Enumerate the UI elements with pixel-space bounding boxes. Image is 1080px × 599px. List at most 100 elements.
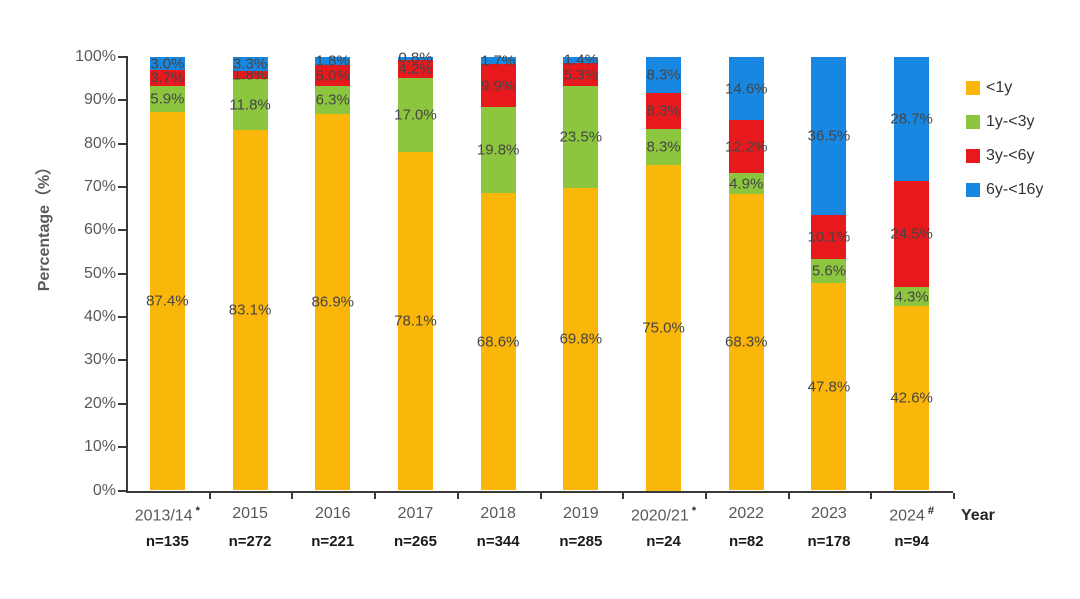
bar-segment-6y-<16y (480, 57, 516, 65)
segment-label: 14.6% (724, 80, 768, 98)
x-tick (953, 492, 955, 499)
legend-item: 1y-<3y (966, 114, 1034, 130)
bar-segment-6y-<16y (315, 57, 351, 65)
segment-label: 19.8% (476, 141, 520, 159)
segment-label: 10.1% (807, 228, 851, 246)
year-label: 2016 (314, 505, 351, 522)
y-axis-line (126, 56, 128, 492)
bar-segment-3y-<6y (397, 60, 433, 79)
bar-segment-<1y (397, 151, 433, 491)
bar-segment-6y-<16y (563, 57, 599, 64)
y-tick-label: 90% (83, 91, 116, 109)
x-tick (456, 492, 459, 499)
segment-label: 8.3% (646, 102, 681, 120)
legend-swatch (966, 183, 980, 197)
bar-segment-<1y (149, 111, 185, 491)
y-tick (118, 56, 126, 58)
segment-label: 3.7% (150, 69, 185, 87)
legend-label: <1y (986, 79, 1013, 96)
segment-label: 4.2% (398, 60, 433, 78)
y-tick-label: 80% (83, 134, 116, 152)
year-label: 2024 # (889, 505, 935, 525)
segment-label: 23.5% (559, 128, 603, 146)
segment-label: 68.3% (724, 333, 768, 351)
bar-segment-6y-<16y (232, 57, 268, 72)
segment-label: 3.3% (232, 55, 268, 73)
segment-label: 24.5% (890, 225, 933, 243)
bar-segment-<1y (232, 130, 268, 491)
bar-segment-<1y (728, 194, 764, 491)
y-tick (118, 272, 126, 275)
segment-label: 47.8% (807, 378, 851, 396)
segment-label: 86.9% (311, 293, 355, 311)
year-label: 2015 (232, 505, 268, 522)
segment-label: 4.3% (894, 288, 929, 305)
segment-label: 5.0% (315, 67, 350, 85)
segment-label: 69.8% (559, 330, 603, 348)
bar-segment-1y-<3y (811, 259, 847, 284)
y-axis-title: Percentage（%） (36, 158, 53, 292)
year-label: 2017 (397, 505, 434, 522)
legend-item: <1y (966, 80, 1012, 96)
segment-label: 6.3% (315, 91, 350, 109)
x-axis-title: Year (961, 507, 995, 524)
segment-label: 5.3% (563, 66, 598, 84)
segment-label: 3.0% (150, 55, 185, 72)
year-label: 2013/14 * (134, 505, 200, 525)
y-tick-label: 10% (83, 438, 116, 456)
x-tick (704, 492, 707, 499)
y-tick-label: 100% (75, 48, 116, 65)
bar-segment-3y-<6y (894, 180, 930, 288)
y-tick-label: 0% (92, 481, 116, 499)
segment-label: 5.6% (811, 262, 847, 280)
year-label: 2023 (811, 505, 847, 522)
y-tick-label: 40% (83, 308, 116, 326)
legend-label: 3y-<6y (986, 147, 1035, 164)
bar-segment-1y-<3y (728, 173, 764, 195)
segment-label: 12.2% (724, 138, 768, 156)
year-marker: * (192, 505, 200, 517)
y-tick (118, 99, 126, 102)
sample-size-label: n=178 (807, 533, 851, 550)
sample-size-label: n=265 (393, 533, 437, 550)
bar-segment-6y-<16y (894, 56, 930, 181)
segment-label: 75.0% (642, 319, 685, 337)
bar-segment-3y-<6y (480, 64, 516, 108)
sample-size-label: n=24 (646, 533, 681, 550)
segment-label: 5.9% (150, 90, 185, 108)
segment-label: 11.8% (229, 96, 271, 114)
y-tick (118, 186, 126, 189)
bar-segment-6y-<16y (149, 57, 185, 70)
bar-segment-3y-<6y (646, 93, 682, 130)
bar-segment-<1y (811, 283, 847, 491)
y-tick (118, 359, 126, 362)
bar-segment-1y-<3y (315, 86, 351, 114)
sample-size-label: n=82 (728, 533, 764, 550)
y-tick (118, 229, 126, 232)
x-tick (622, 492, 625, 499)
y-tick (118, 316, 126, 319)
legend-item: 6y-<16y (966, 182, 1043, 198)
segment-label: 36.5% (807, 127, 851, 145)
x-tick (291, 492, 294, 499)
bar-segment-3y-<6y (149, 70, 185, 87)
year-label: 2019 (563, 505, 599, 522)
bar-segment-3y-<6y (811, 215, 847, 259)
x-axis-line (126, 490, 953, 493)
year-label: 2020/21 * (630, 505, 697, 525)
segment-label: 8.3% (646, 138, 681, 156)
year-label: 2018 (480, 505, 516, 522)
y-tick-label: 20% (83, 394, 116, 412)
legend-swatch (966, 115, 980, 129)
bar-segment-6y-<16y (811, 57, 847, 216)
y-tick-label: 70% (83, 178, 116, 196)
bar-segment-3y-<6y (232, 71, 268, 80)
segment-label: 9.9% (481, 77, 516, 95)
segment-label: 8.3% (646, 66, 681, 84)
bar-segment-6y-<16y (646, 57, 682, 94)
bar-segment-6y-<16y (728, 57, 764, 121)
bar-segment-1y-<3y (397, 78, 433, 152)
bar-segment-1y-<3y (232, 79, 268, 131)
segment-label: 4.9% (729, 175, 764, 193)
year-marker: # (924, 505, 935, 517)
